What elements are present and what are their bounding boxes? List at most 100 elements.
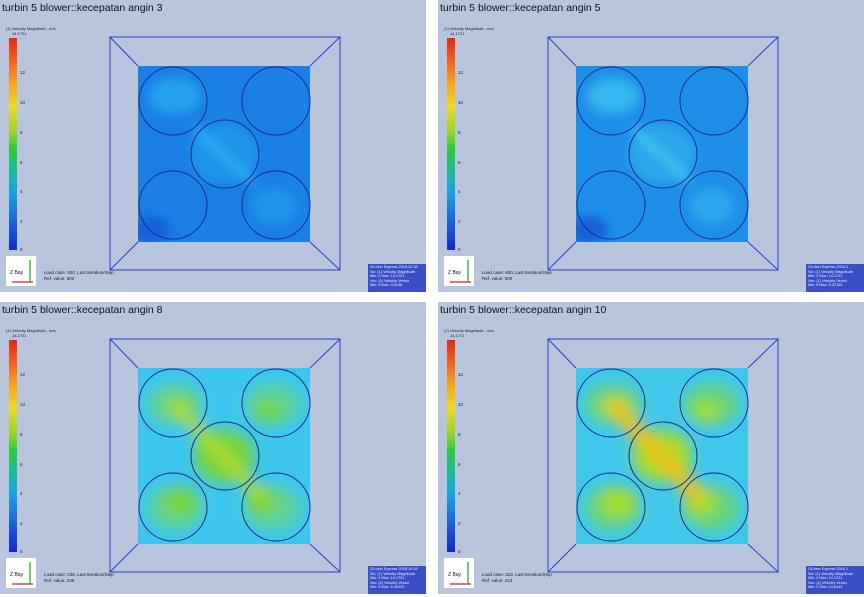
- color-scale-tick: 2: [458, 219, 461, 224]
- color-scale-tick: 4: [20, 491, 23, 496]
- turbine-circle: [628, 119, 698, 189]
- turbine-circle: [138, 472, 208, 542]
- color-scale-tick: 8: [458, 130, 461, 135]
- simulation-panel-3: turbin 5 blower::kecepatan angin 8(1) Ve…: [0, 302, 426, 594]
- result-info-line: Scl: (1) Velocity Magnitude: [808, 269, 853, 274]
- color-scale-tick: 4: [458, 189, 461, 194]
- turbine-circles: [138, 66, 311, 240]
- color-scale-bar: [9, 38, 17, 250]
- color-scale-tick: 10: [458, 100, 464, 105]
- cfd-model-view: [547, 338, 779, 573]
- axis-triad-icon: Z Bay: [6, 256, 36, 286]
- turbine-circle: [576, 170, 646, 240]
- result-info-line: Min: 0 Max: 14.1721: [370, 274, 405, 279]
- color-scale-tick: 2: [458, 521, 461, 526]
- velocity-field: [138, 66, 310, 242]
- result-info-line: Vec: (1) Velocity Vector: [808, 278, 848, 283]
- color-scale-tick: 4: [458, 491, 461, 496]
- triad-label: Z Bay: [10, 572, 24, 578]
- turbine-circle: [679, 368, 749, 438]
- color-scale-tick: 0: [20, 549, 23, 554]
- color-scale-bar: [447, 38, 455, 250]
- load-case-text: Load case: 223, Last Iteration/Step Ref. …: [482, 572, 552, 584]
- color-scale-tick: 12: [458, 372, 464, 377]
- result-info-line: Scl: (1) Velocity Magnitude: [808, 571, 853, 576]
- turbine-circle: [138, 368, 208, 438]
- result-info-line: Min: 0 Max: 3.9148: [370, 283, 403, 288]
- cfd-model-view: [109, 338, 341, 573]
- result-info-line: GLview Express 2016.1: [808, 265, 849, 269]
- load-case-line: Load case: 600, Last Iteration/Step: [482, 270, 552, 275]
- axis-triad-icon: Z Bay: [444, 256, 474, 286]
- color-scale-tick: 8: [20, 432, 23, 437]
- result-info-line: Vec: (1) Velocity Vector: [370, 278, 410, 283]
- velocity-field: [576, 368, 748, 544]
- simulation-panel-2: turbin 5 blower::kecepatan angin 5 (1) Ve…: [438, 0, 864, 292]
- color-scale-bar: [9, 340, 17, 552]
- legend-caption: (1) Velocity Magnitude - m/s 14.1721: [6, 328, 56, 338]
- turbine-circle: [138, 66, 208, 136]
- turbine-circle: [576, 368, 646, 438]
- color-scale-tick: 6: [458, 462, 461, 467]
- turbine-circle: [576, 472, 646, 542]
- load-case-text: Load case: 600, Last Iteration/Step Ref. …: [44, 270, 114, 282]
- legend-caption: (1) Velocity Magnitude - m/s 14.1721: [444, 26, 494, 36]
- load-case-line: Load case: 600, Last Iteration/Step: [44, 270, 114, 275]
- color-scale-tick: 8: [20, 130, 23, 135]
- cfd-model-view: [109, 36, 341, 271]
- axis-triad-icon: Z Bay: [6, 558, 36, 588]
- turbine-circles: [138, 368, 311, 542]
- color-scale-tick: 4: [20, 189, 23, 194]
- turbine-circle: [241, 66, 311, 136]
- turbine-circle: [628, 421, 698, 491]
- result-info-line: Min: 0 Max: 13.6443: [808, 585, 843, 590]
- cfd-model-view: [547, 36, 779, 271]
- legend-caption-line: 14.1721: [12, 31, 27, 36]
- triad-label: Z Bay: [448, 270, 462, 276]
- load-case-text: Load case: 600, Last Iteration/Step Ref. …: [482, 270, 552, 282]
- wireframe-box: [547, 338, 779, 573]
- result-info-line: Min: 0 Max: 8.49233: [370, 585, 405, 590]
- turbine-circle: [679, 472, 749, 542]
- result-info-line: Scl: (1) Velocity Magnitude: [370, 269, 415, 274]
- load-case-line: Ref. value: 236: [44, 578, 75, 583]
- load-case-line: Ref. value: 223: [482, 578, 513, 583]
- color-scale-tick: 6: [20, 160, 23, 165]
- legend-caption-line: 14.1721: [450, 333, 465, 338]
- color-scale-tick: 0: [458, 247, 461, 252]
- legend-caption-line: (1) Velocity Magnitude - m/s: [6, 328, 56, 333]
- result-info-line: Min: 0 Max: 14.1721: [808, 274, 843, 279]
- legend-caption: (1) Velocity Magnitude - m/s 14.1721: [444, 328, 494, 338]
- color-scale-tick: 10: [458, 402, 464, 407]
- color-scale-tick: 2: [20, 219, 23, 224]
- result-info-box: GLview Express 2016.1 Scl: (1) Velocity M…: [806, 566, 864, 594]
- legend-caption-line: 14.1721: [450, 31, 465, 36]
- result-info-box: GLview Express 2016.10.18 Scl: (1) Veloci…: [368, 264, 426, 292]
- triad-label: Z Bay: [10, 270, 24, 276]
- turbine-circle: [679, 66, 749, 136]
- legend-caption-line: (1) Velocity Magnitude - m/s: [444, 26, 494, 31]
- load-case-line: Load case: 236, Last Iteration/Step: [44, 572, 114, 577]
- load-case-text: Load case: 236, Last Iteration/Step Ref. …: [44, 572, 114, 584]
- color-scale-tick: 0: [20, 247, 23, 252]
- result-info-line: GLview Express 2016.10.18: [370, 567, 418, 571]
- axis-triad: Z Bay: [6, 256, 36, 286]
- color-scale-tick: 8: [458, 432, 461, 437]
- axis-triad: Z Bay: [444, 558, 474, 588]
- turbine-circle: [576, 66, 646, 136]
- result-info-line: Vec: (1) Velocity Vector: [808, 580, 848, 585]
- load-case-line: Ref. value: 600: [44, 276, 75, 281]
- result-info-line: GLview Express 2016.10.18: [370, 265, 418, 269]
- panel-title: turbin 5 blower::kecepatan angin 8: [2, 304, 163, 316]
- turbine-circle: [679, 170, 749, 240]
- turbine-circle: [190, 119, 260, 189]
- triad-label: Z Bay: [448, 572, 462, 578]
- color-scale-tick: 6: [20, 462, 23, 467]
- legend-caption-line: (1) Velocity Magnitude - m/s: [444, 328, 494, 333]
- color-scale-tick: 12: [20, 70, 26, 75]
- axis-triad: Z Bay: [6, 558, 36, 588]
- turbine-circle: [241, 472, 311, 542]
- color-scale-tick: 6: [458, 160, 461, 165]
- turbine-circles: [576, 66, 749, 240]
- turbine-circle: [241, 170, 311, 240]
